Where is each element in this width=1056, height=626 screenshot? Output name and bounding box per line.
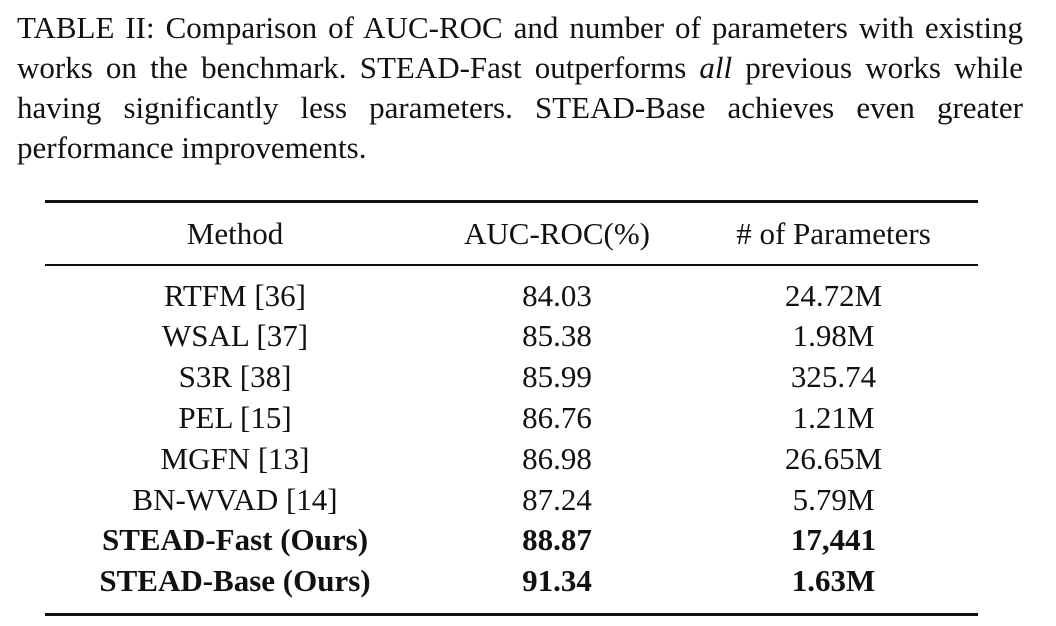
table-row: PEL [15] 86.76 1.21M <box>45 398 978 439</box>
table-cell: 24.72M <box>784 278 883 313</box>
table-row: BN-WVAD [14] 87.24 5.79M <box>45 479 978 520</box>
table-cell: 85.99 <box>522 359 592 395</box>
header-cell: Method <box>186 215 284 251</box>
table-cell: 84.03 <box>522 278 592 313</box>
table-row: MGFN [13] 86.98 26.65M <box>45 438 978 479</box>
caption-emphasis: all <box>699 50 733 85</box>
table-cell: 87.24 <box>522 481 592 517</box>
table-cell: RTFM [36] <box>164 278 306 313</box>
table-cell: PEL [15] <box>178 399 292 435</box>
table-row: S3R [38] 85.99 325.74 <box>45 357 978 398</box>
table-cell: 1.98M <box>792 318 875 354</box>
caption-text: TABLE II: Comparison of AUC-ROC and numb… <box>17 10 1023 85</box>
table-body: RTFM [36] 84.03 24.72M WSAL [37] 85.38 1.98M S… <box>45 265 978 615</box>
table-cell: STEAD-Base (Ours) <box>99 562 371 598</box>
table-cell: STEAD-Fast (Ours) <box>101 522 369 558</box>
table-cell: 88.87 <box>522 522 592 558</box>
table-header: Method AUC-ROC(%) # of Parameters <box>45 201 978 265</box>
table-cell: 5.79M <box>792 481 875 517</box>
table-cell: 91.34 <box>522 562 592 598</box>
table-cell: 17,441 <box>790 522 877 558</box>
table-cell: 86.98 <box>522 440 592 476</box>
comparison-table: Method AUC-ROC(%) # of Parameters RTFM [36… <box>45 200 978 616</box>
table-cell: 26.65M <box>784 440 883 476</box>
header-row: Method AUC-ROC(%) # of Parameters <box>45 201 978 265</box>
header-cell: AUC-ROC(%) <box>464 215 650 251</box>
table-cell: 85.38 <box>522 318 592 354</box>
table-cell: S3R [38] <box>178 359 292 395</box>
table-row: STEAD-Fast (Ours) 88.87 17,441 <box>45 520 978 561</box>
table-row: WSAL [37] 85.38 1.98M <box>45 316 978 357</box>
caption-text: previous works while having significantl… <box>17 50 1023 165</box>
table-row: RTFM [36] 84.03 24.72M <box>45 265 978 316</box>
table-cell: MGFN [13] <box>160 440 310 476</box>
table-cell: WSAL [37] <box>161 318 309 354</box>
table-cell: 1.63M <box>791 562 876 598</box>
table-cell: 86.76 <box>522 399 592 435</box>
table-row: STEAD-Base (Ours) 91.34 1.63M <box>45 561 978 615</box>
table-cell: 1.21M <box>792 399 875 435</box>
table-caption: TABLE II: Comparison of AUC-ROC and numb… <box>17 8 1023 168</box>
header-cell: # of Parameters <box>736 215 931 251</box>
table-cell: BN-WVAD [14] <box>132 481 338 517</box>
table-cell: 325.74 <box>790 359 877 395</box>
